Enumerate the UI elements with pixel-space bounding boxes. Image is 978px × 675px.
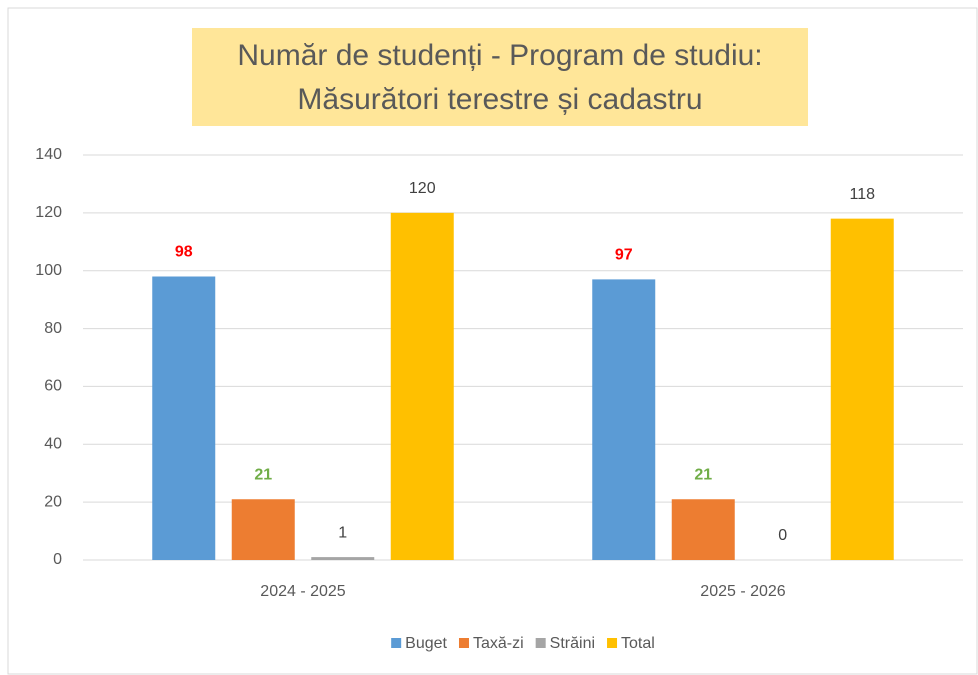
y-tick-label: 20 xyxy=(44,493,62,510)
chart-title: Număr de studenți - Program de studiu: xyxy=(237,39,762,72)
chart-title: Măsurători terestre și cadastru xyxy=(297,83,702,116)
y-tick-label: 80 xyxy=(44,320,62,337)
data-label: 0 xyxy=(778,527,787,544)
data-label: 120 xyxy=(409,180,436,197)
y-tick-label: 0 xyxy=(53,551,62,568)
data-label: 21 xyxy=(694,466,712,483)
data-label: 1 xyxy=(338,524,347,541)
y-tick-label: 100 xyxy=(35,262,62,279)
bar xyxy=(231,499,295,560)
bar xyxy=(592,279,656,560)
legend-label: Străini xyxy=(550,635,595,652)
data-label: 118 xyxy=(849,186,875,203)
data-label: 97 xyxy=(615,247,633,264)
title-box xyxy=(192,28,808,126)
x-tick-label: 2024 - 2025 xyxy=(260,583,346,600)
legend-label: Buget xyxy=(405,635,447,652)
bar xyxy=(671,499,735,560)
y-tick-label: 120 xyxy=(35,204,62,221)
legend-swatch xyxy=(535,638,546,648)
legend-swatch xyxy=(391,638,402,648)
legend-swatch xyxy=(607,638,618,648)
legend-label: Total xyxy=(621,635,655,652)
bar xyxy=(390,212,454,560)
y-tick-label: 40 xyxy=(44,436,62,453)
legend-label: Taxă-zi xyxy=(473,635,524,652)
bar xyxy=(152,276,216,560)
data-label: 98 xyxy=(175,244,193,261)
x-tick-label: 2025 - 2026 xyxy=(700,583,786,600)
y-tick-label: 60 xyxy=(44,378,62,395)
bar xyxy=(311,557,375,560)
legend-swatch xyxy=(458,638,469,648)
data-label: 21 xyxy=(254,466,272,483)
y-tick-label: 140 xyxy=(35,146,62,163)
bar xyxy=(830,218,894,560)
